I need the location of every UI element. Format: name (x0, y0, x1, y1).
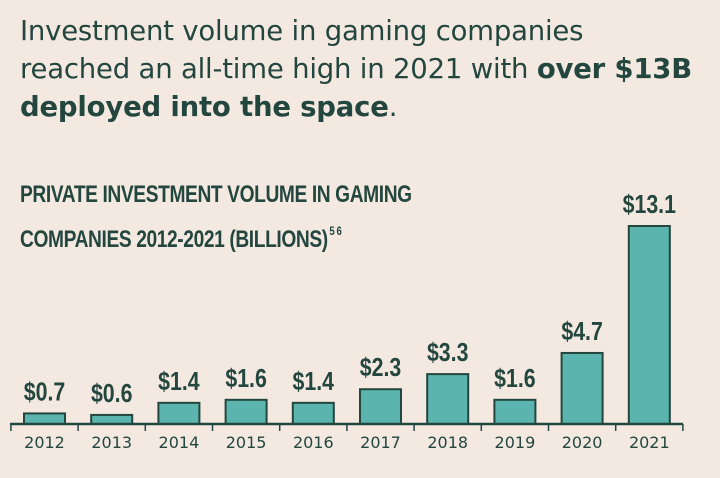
x-tick-label-2017: 2017 (360, 433, 401, 452)
value-label-2017: $2.3 (360, 353, 401, 383)
value-label-2019: $1.6 (494, 364, 535, 394)
bar-2020 (560, 351, 604, 425)
value-label-2015: $1.6 (225, 364, 266, 394)
headline-text: Investment volume in gaming companies re… (20, 15, 584, 85)
headline: Investment volume in gaming companies re… (20, 12, 700, 126)
value-label-2012: $0.7 (24, 377, 65, 407)
bar-2014 (157, 401, 201, 425)
bar-2021 (627, 225, 671, 425)
value-label-2020: $4.7 (561, 317, 602, 347)
chart-title-line2-text: COMPANIES 2012-2021 (BILLIONS) (20, 226, 328, 253)
bar-2013 (90, 413, 134, 426)
x-tick-label-2019: 2019 (495, 433, 536, 452)
x-tick-label-2014: 2014 (159, 433, 200, 452)
chart-title: PRIVATE INVESTMENT VOLUME IN GAMING COMP… (20, 176, 436, 258)
bar-2015 (224, 398, 268, 426)
headline-bold: over $13B deployed into the space (20, 53, 692, 123)
value-label-2018: $3.3 (427, 338, 468, 368)
x-tick-label-2013: 2013 (91, 433, 132, 452)
x-tick-label-2012: 2012 (24, 433, 65, 452)
value-label-2013: $0.6 (91, 379, 132, 409)
value-label-2014: $1.4 (158, 367, 200, 397)
bar-2012 (23, 412, 66, 426)
bar-2018 (426, 373, 470, 425)
x-tick-label-2021: 2021 (629, 433, 670, 452)
x-tick-label-2020: 2020 (562, 433, 603, 452)
bar-2019 (493, 398, 537, 426)
chart-title-line1: PRIVATE INVESTMENT VOLUME IN GAMING (20, 181, 412, 208)
bar-2016 (291, 401, 335, 425)
bar-2017 (359, 388, 402, 425)
headline-end: . (388, 91, 398, 123)
x-tick-label-2016: 2016 (293, 433, 334, 452)
value-label-2016: $1.4 (293, 367, 335, 397)
chart-title-footnote: 5 6 (329, 224, 342, 238)
chart-title-line2: COMPANIES 2012-2021 (BILLIONS) 5 6 (20, 213, 436, 258)
x-tick-label-2018: 2018 (427, 433, 468, 452)
value-label-2021: $13.1 (623, 190, 676, 220)
x-tick-label-2015: 2015 (226, 433, 267, 452)
